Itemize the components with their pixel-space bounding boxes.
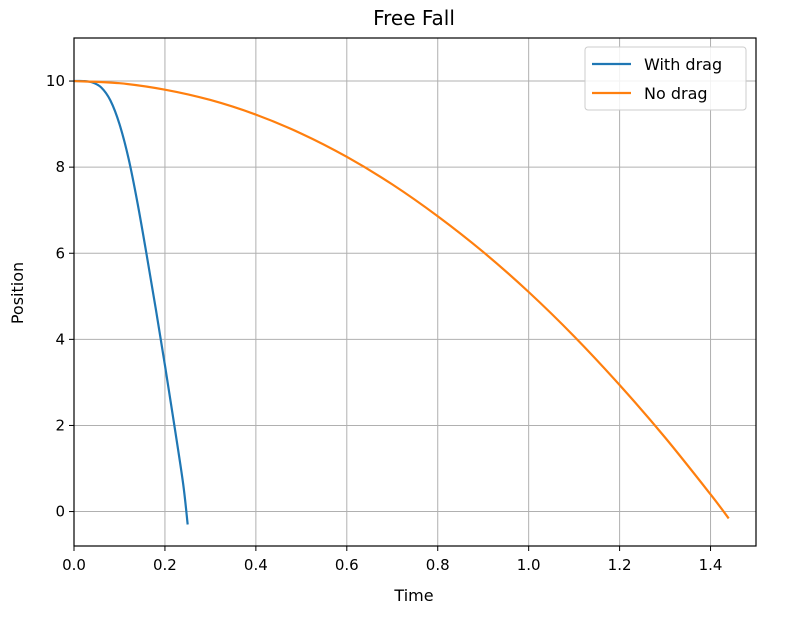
y-axis-label: Position <box>8 262 27 324</box>
y-tick-label: 10 <box>46 72 65 90</box>
chart-title: Free Fall <box>373 6 455 30</box>
series-line-no-drag <box>73 79 730 520</box>
legend-label: With drag <box>644 55 722 74</box>
legend-box <box>584 46 747 111</box>
y-tick-label: 6 <box>55 244 65 262</box>
x-tick-label: 0.4 <box>244 556 268 574</box>
legend-label: No drag <box>644 84 708 103</box>
y-tick-label: 0 <box>55 503 65 521</box>
plot-frame <box>73 37 757 547</box>
grid-lines <box>73 38 756 546</box>
x-axis-label: Time <box>393 586 433 605</box>
axis-ticks: 0.0 0.2 0.4 0.6 0.8 1.0 1.2 1.4 0 2 4 6 8 10 <box>46 72 723 574</box>
x-tick-label: 0.0 <box>62 556 86 574</box>
y-tick-label: 4 <box>55 330 65 348</box>
series-lines <box>73 79 730 525</box>
x-tick-label: 1.4 <box>699 556 723 574</box>
y-tick-label: 2 <box>55 416 65 434</box>
x-tick-label: 0.2 <box>153 556 177 574</box>
y-tick-label: 8 <box>55 158 65 176</box>
x-tick-label: 1.0 <box>517 556 541 574</box>
x-tick-label: 1.2 <box>608 556 632 574</box>
x-tick-label: 0.8 <box>426 556 450 574</box>
legend: With drag No drag <box>584 46 747 111</box>
x-tick-label: 0.6 <box>335 556 359 574</box>
series-line-with-drag <box>73 79 189 525</box>
